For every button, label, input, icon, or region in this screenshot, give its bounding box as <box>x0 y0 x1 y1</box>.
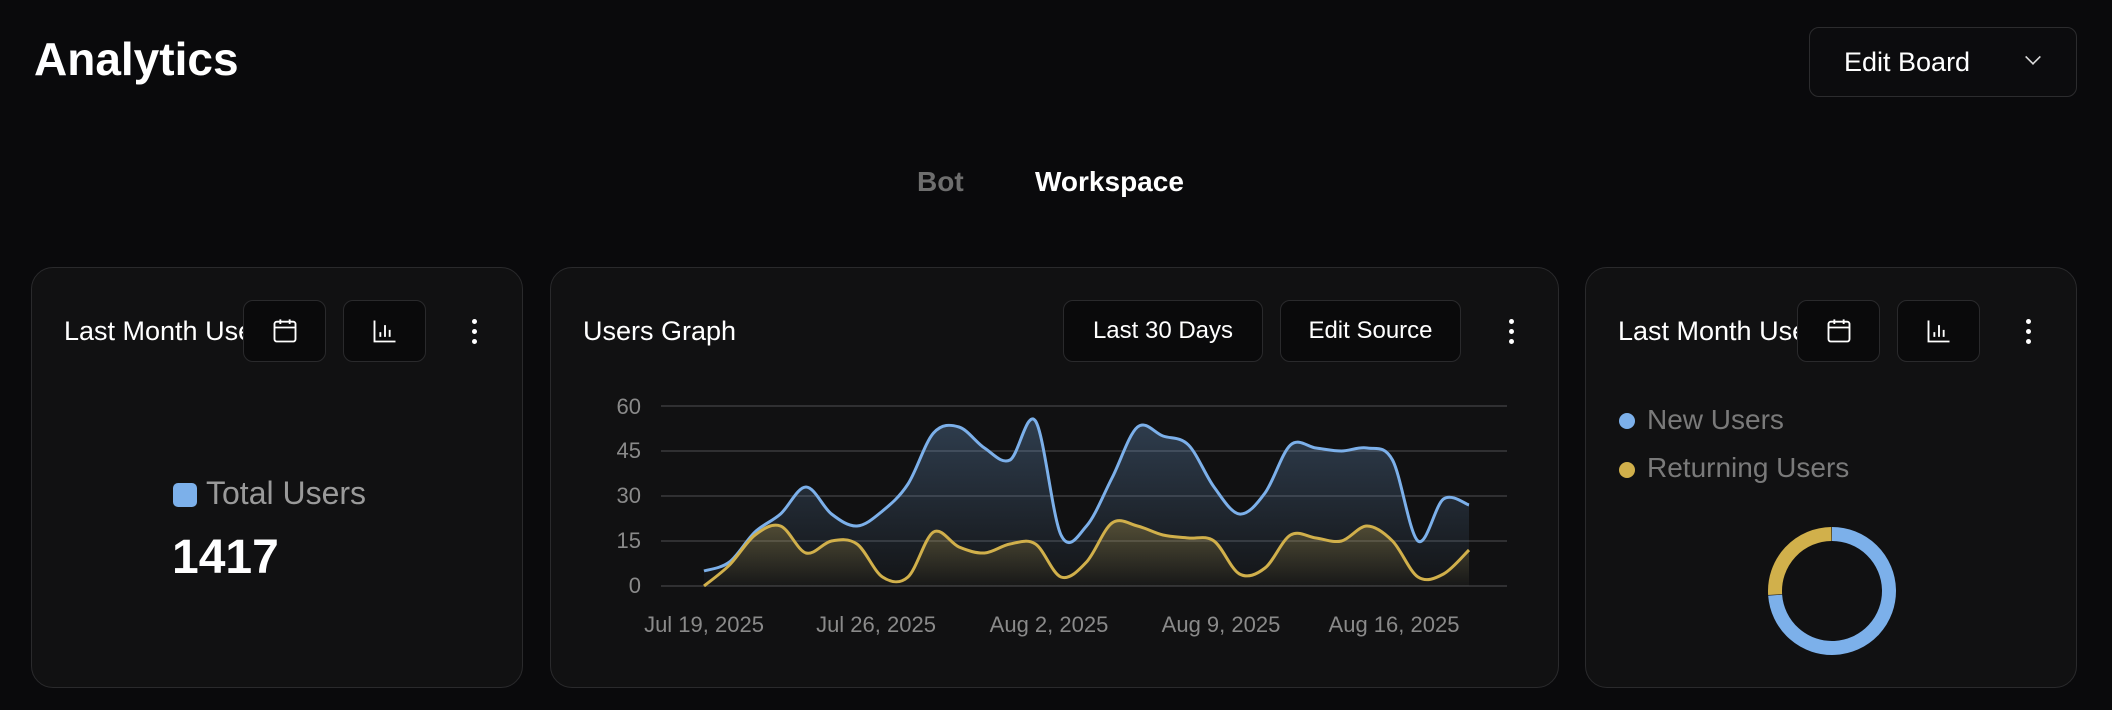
chart-type-button[interactable] <box>1897 300 1980 362</box>
x-tick: Aug 16, 2025 <box>1329 612 1460 637</box>
new-vs-returning-card: Last Month Users New Users Returning Use… <box>1585 267 2077 688</box>
legend-returning-users: Returning Users <box>1647 452 1850 483</box>
tab-bot[interactable]: Bot <box>917 166 964 197</box>
series-line <box>703 417 1470 573</box>
users-graph-card: Users Graph Last 30 Days Edit Source 60 … <box>550 267 1559 688</box>
x-tick: Jul 19, 2025 <box>644 612 764 637</box>
y-tick: 0 <box>629 573 641 598</box>
tab-workspace[interactable]: Workspace <box>1035 166 1184 197</box>
page-title: Analytics <box>34 33 239 85</box>
more-options-icon[interactable] <box>2018 311 2038 351</box>
date-range-button[interactable] <box>1797 300 1880 362</box>
users-donut-chart <box>1768 527 1896 655</box>
edit-source-button[interactable]: Edit Source <box>1280 300 1461 362</box>
series-line <box>703 519 1471 588</box>
x-tick: Jul 26, 2025 <box>816 612 936 637</box>
users-line-chart: 60 45 30 15 0 Jul 19, 2025 Jul 26, 2025 … <box>617 394 1507 637</box>
last-30-days-button[interactable]: Last 30 Days <box>1063 300 1263 362</box>
more-options-icon[interactable] <box>464 311 484 351</box>
y-tick: 30 <box>617 483 641 508</box>
donut-slice <box>1768 527 1896 655</box>
more-options-icon[interactable] <box>1501 311 1521 351</box>
x-tick: Aug 2, 2025 <box>990 612 1109 637</box>
legend-label: Total Users <box>206 475 367 511</box>
y-tick: 60 <box>617 394 641 419</box>
edit-board-button[interactable]: Edit Board <box>1809 27 2077 97</box>
series-area <box>704 418 1469 586</box>
y-tick: 15 <box>617 528 641 553</box>
legend-new-users: New Users <box>1647 404 1784 435</box>
chart-type-button[interactable] <box>343 300 426 362</box>
series-area <box>704 520 1469 586</box>
total-users-card: Last Month Users Total Users 1417 <box>31 267 523 688</box>
x-tick: Aug 9, 2025 <box>1162 612 1281 637</box>
card-title: Last Month Users <box>64 316 244 346</box>
y-tick: 45 <box>617 438 641 463</box>
total-users-value: 1417 <box>172 531 279 584</box>
legend-dot-new <box>1619 413 1635 429</box>
donut-slice <box>1768 527 1832 596</box>
chevron-down-icon <box>2025 49 2041 65</box>
card-title: Users Graph <box>583 316 737 346</box>
legend-dot-returning <box>1619 462 1635 478</box>
calendar-icon <box>273 319 296 343</box>
bar-chart-icon <box>1927 320 1949 343</box>
calendar-icon <box>1827 319 1850 343</box>
bar-chart-icon <box>373 320 395 343</box>
legend-swatch <box>173 483 197 507</box>
card-title: Last Month Users <box>1618 316 1798 346</box>
date-range-button[interactable] <box>243 300 326 362</box>
edit-board-label: Edit Board <box>1844 46 1971 77</box>
